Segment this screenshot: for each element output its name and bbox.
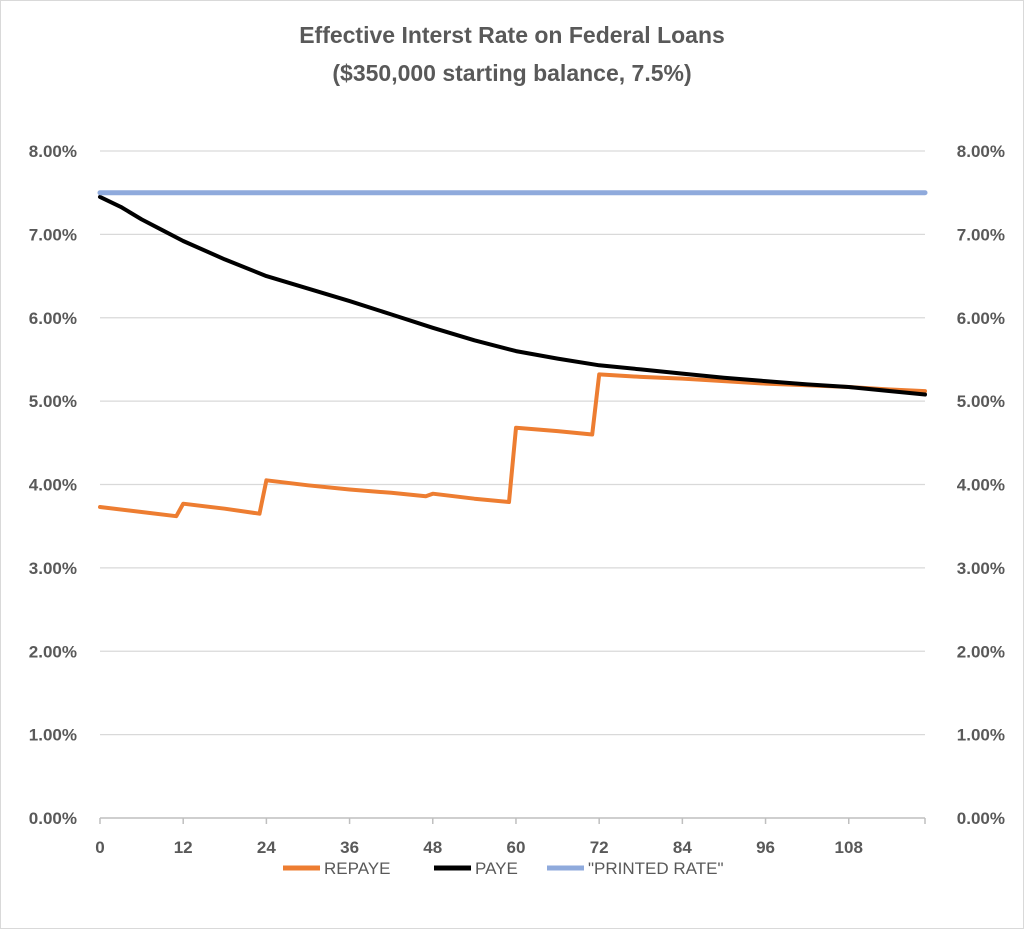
y-tick-label-right: 5.00%	[957, 392, 1005, 411]
x-tick-label: 36	[340, 838, 359, 857]
chart-title: Effective Interst Rate on Federal Loans	[299, 22, 725, 48]
y-tick-label-left: 5.00%	[29, 392, 77, 411]
x-tick-label: 24	[257, 838, 276, 857]
y-tick-label-right: 6.00%	[957, 309, 1005, 328]
x-tick-label: 84	[673, 838, 692, 857]
y-tick-label-right: 1.00%	[957, 726, 1005, 745]
x-tick-label: 12	[174, 838, 193, 857]
y-tick-label-right: 0.00%	[957, 809, 1005, 828]
y-tick-label-right: 7.00%	[957, 225, 1005, 244]
y-tick-label-left: 4.00%	[29, 476, 77, 495]
y-tick-label-left: 1.00%	[29, 726, 77, 745]
legend-label-1: REPAYE	[324, 859, 390, 878]
series-layer	[97, 190, 928, 519]
x-tick-label: 48	[423, 838, 442, 857]
y-tick-label-left: 0.00%	[29, 809, 77, 828]
legend-label-3: "PRINTED RATE"	[588, 859, 724, 878]
grid-layer	[100, 150, 925, 736]
y-tick-label-right: 4.00%	[957, 476, 1005, 495]
y-tick-label-left: 2.00%	[29, 642, 77, 661]
chart-subtitle: ($350,000 starting balance, 7.5%)	[332, 60, 691, 86]
y-tick-label-left: 6.00%	[29, 309, 77, 328]
legend-label-2: PAYE	[475, 859, 518, 878]
series-line-2	[98, 194, 927, 397]
y-tick-label-left: 3.00%	[29, 559, 77, 578]
legend: REPAYE PAYE "PRINTED RATE"	[283, 859, 724, 878]
axis-layer: 0 12 24 36 48 60 72 84 96 108 0.00% 0.00% 1.00% 1.00%…	[29, 142, 1005, 857]
x-tick-label: 60	[507, 838, 526, 857]
series-line-1	[98, 372, 927, 519]
y-tick-label-left: 8.00%	[29, 142, 77, 161]
x-tick-label: 0	[95, 838, 104, 857]
x-tick-label: 96	[756, 838, 775, 857]
y-tick-label-right: 8.00%	[957, 142, 1005, 161]
y-tick-label-right: 2.00%	[957, 642, 1005, 661]
y-tick-label-left: 7.00%	[29, 225, 77, 244]
x-tick-label: 108	[835, 838, 863, 857]
y-tick-label-right: 3.00%	[957, 559, 1005, 578]
x-tick-label: 72	[590, 838, 609, 857]
